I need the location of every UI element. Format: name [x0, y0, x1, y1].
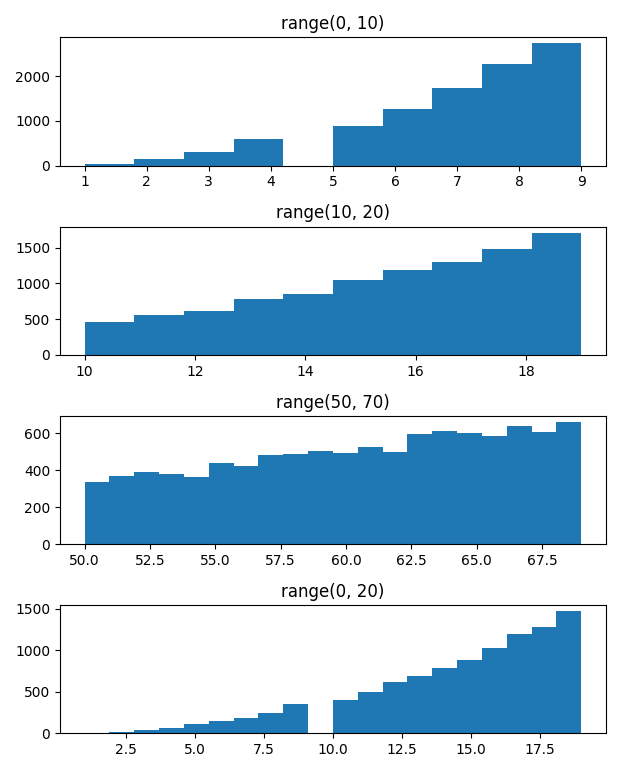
Bar — [84, 482, 109, 544]
Bar — [532, 432, 556, 544]
Bar — [109, 732, 134, 733]
Bar — [283, 454, 308, 544]
Bar — [184, 724, 209, 733]
Bar — [283, 704, 308, 733]
Bar — [283, 294, 333, 355]
Bar — [333, 700, 358, 733]
Bar — [159, 474, 184, 544]
Bar — [432, 88, 482, 165]
Bar — [507, 635, 532, 733]
Bar — [432, 431, 457, 544]
Bar — [134, 159, 184, 165]
Bar — [184, 311, 233, 355]
Bar — [209, 720, 233, 733]
Bar — [258, 455, 283, 544]
Bar — [482, 648, 507, 733]
Bar — [84, 164, 134, 165]
Bar — [507, 425, 532, 544]
Bar — [308, 452, 333, 544]
Bar — [407, 434, 432, 544]
Bar — [556, 422, 581, 544]
Bar — [383, 452, 407, 544]
Bar — [184, 477, 209, 544]
Bar — [482, 436, 507, 544]
Bar — [532, 627, 556, 733]
Bar — [233, 466, 258, 544]
Bar — [84, 322, 134, 355]
Bar — [333, 453, 358, 544]
Bar — [383, 682, 407, 733]
Bar — [333, 126, 383, 165]
Bar — [233, 718, 258, 733]
Title: range(0, 10): range(0, 10) — [281, 15, 384, 33]
Bar — [432, 262, 482, 355]
Bar — [109, 476, 134, 544]
Title: range(10, 20): range(10, 20) — [276, 205, 390, 222]
Bar — [134, 472, 159, 544]
Bar — [159, 728, 184, 733]
Bar — [407, 676, 432, 733]
Bar — [134, 730, 159, 733]
Bar — [457, 660, 482, 733]
Bar — [482, 249, 532, 355]
Bar — [358, 692, 383, 733]
Bar — [134, 315, 184, 355]
Bar — [532, 232, 581, 355]
Bar — [482, 64, 532, 165]
Bar — [184, 151, 233, 165]
Bar — [209, 462, 233, 544]
Bar — [556, 611, 581, 733]
Bar — [432, 669, 457, 733]
Bar — [233, 139, 283, 165]
Bar — [233, 299, 283, 355]
Bar — [358, 447, 383, 544]
Bar — [532, 43, 581, 165]
Bar — [383, 270, 432, 355]
Bar — [457, 432, 482, 544]
Bar — [258, 713, 283, 733]
Title: range(50, 70): range(50, 70) — [276, 394, 390, 411]
Bar — [333, 279, 383, 355]
Title: range(0, 20): range(0, 20) — [281, 583, 384, 601]
Bar — [383, 109, 432, 165]
